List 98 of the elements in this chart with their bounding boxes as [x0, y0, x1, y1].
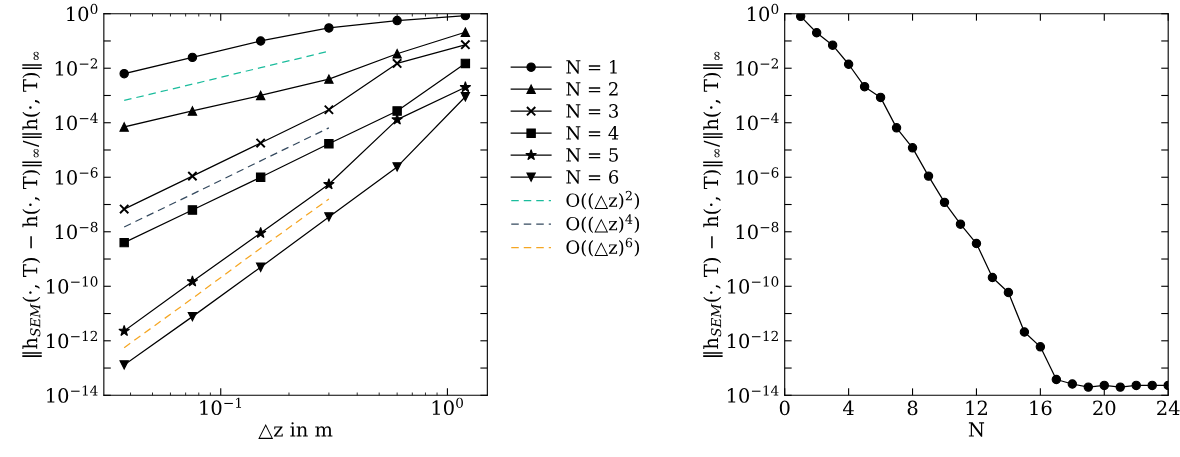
- y-tick-label: 10$^{−10}$: [727, 276, 779, 294]
- point: [875, 92, 886, 103]
- point: [255, 262, 266, 272]
- point: [459, 81, 472, 93]
- legend-label: O((△z)$^{6}$): [566, 237, 640, 257]
- y-tick-label: 10$^{0}$: [747, 3, 779, 22]
- point: [1051, 374, 1062, 385]
- point: [795, 13, 806, 22]
- point: [1131, 380, 1141, 391]
- y-tick-label: 10$^{−8}$: [55, 221, 98, 240]
- point: [392, 106, 402, 116]
- x-axis-title: N: [968, 422, 985, 437]
- point: [1067, 379, 1078, 389]
- legend-label: O((△z)$^{4}$): [566, 214, 640, 234]
- point: [255, 172, 266, 182]
- point: [971, 238, 982, 249]
- point: [987, 272, 998, 283]
- x-tick-label: 16: [1030, 400, 1052, 416]
- point: [460, 13, 471, 21]
- legend-label: N = 5: [566, 148, 618, 162]
- point: [255, 90, 266, 101]
- point: [324, 74, 334, 84]
- point: [907, 143, 918, 153]
- point: [187, 205, 198, 215]
- point: [187, 52, 198, 63]
- x-tick-label: 10$^{−1}$: [200, 397, 242, 416]
- line-series: [123, 127, 330, 228]
- y-tick-label: 10$^{−8}$: [736, 221, 779, 240]
- point: [119, 122, 129, 132]
- x-axis-title: △z in m: [258, 422, 333, 439]
- point: [1147, 380, 1157, 391]
- point: [255, 36, 266, 46]
- y-tick-label: 10$^{−2}$: [736, 58, 778, 76]
- point: [392, 162, 402, 172]
- point: [939, 197, 950, 208]
- point: [118, 324, 131, 336]
- point: [811, 28, 822, 38]
- point: [1083, 382, 1094, 392]
- point: [891, 123, 902, 133]
- point: [323, 104, 335, 115]
- point: [460, 92, 471, 102]
- x-tick-label: 8: [907, 400, 918, 416]
- x-tick-label: 20: [1093, 400, 1116, 416]
- y-tick-label: 10$^{−6}$: [736, 167, 779, 185]
- point: [1035, 342, 1046, 352]
- y-tick-label: 10$^{−12}$: [727, 330, 778, 349]
- point: [119, 203, 130, 215]
- x-tick-label: 4: [843, 400, 854, 415]
- point: [1019, 327, 1030, 337]
- point: [859, 81, 870, 92]
- y-axis-title: ‖h$_{SEM}$(·, T) − h(·, T)‖$_{∞}$/‖h(·, T)‖$_{∞}$: [703, 51, 723, 357]
- y-tick-label: 10$^{−6}$: [55, 167, 98, 185]
- x-tick-label: 24: [1157, 400, 1180, 415]
- point: [119, 237, 129, 248]
- point: [1115, 382, 1125, 392]
- point: [119, 68, 129, 79]
- point: [1099, 380, 1110, 391]
- point: [923, 171, 934, 181]
- legend-label: O((△z)$^{2}$): [566, 190, 640, 210]
- point: [323, 178, 335, 190]
- legend-label: N = 6: [566, 170, 619, 184]
- y-tick-label: 10$^{−14}$: [47, 385, 98, 403]
- point: [955, 219, 966, 229]
- point: [1003, 287, 1014, 298]
- point: [392, 15, 402, 26]
- y-axis-title: ‖h$_{SEM}$(·, T) − h(·, T)‖$_{∞}$/‖h(·, T)‖$_{∞}$: [22, 51, 42, 357]
- point: [187, 170, 198, 182]
- point: [827, 40, 838, 50]
- point: [392, 58, 403, 69]
- point: [460, 58, 471, 69]
- legend-label: N = 2: [566, 82, 618, 96]
- x-tick-label: 0: [779, 400, 790, 416]
- y-tick-label: 10$^{−14}$: [727, 385, 779, 403]
- point: [324, 212, 334, 222]
- y-tick-label: 10$^{−4}$: [55, 112, 98, 131]
- y-tick-label: 10$^{−4}$: [736, 112, 779, 131]
- point: [843, 59, 854, 69]
- point: [392, 49, 402, 59]
- line-series: [123, 198, 330, 349]
- y-tick-label: 10$^{0}$: [67, 3, 98, 22]
- point: [187, 311, 198, 322]
- legend-label: N = 4: [566, 126, 619, 140]
- point: [460, 27, 471, 37]
- legend-label: N = 3: [566, 104, 618, 118]
- y-tick-label: 10$^{−10}$: [47, 276, 98, 294]
- point: [254, 226, 267, 239]
- point: [460, 39, 471, 50]
- point: [324, 23, 334, 33]
- point: [324, 138, 334, 149]
- x-tick-label: 10$^{0}$: [432, 397, 463, 416]
- point: [187, 106, 198, 116]
- y-tick-label: 10$^{−12}$: [47, 330, 98, 349]
- x-tick-label: 12: [966, 400, 987, 415]
- point: [186, 275, 199, 287]
- y-tick-label: 10$^{−2}$: [55, 58, 98, 76]
- point: [119, 360, 129, 370]
- point: [255, 137, 266, 149]
- legend-label: N = 1: [566, 60, 617, 74]
